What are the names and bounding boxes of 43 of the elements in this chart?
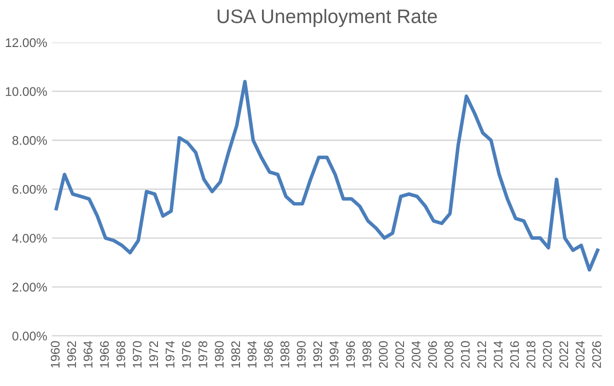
x-tick-label: 1968	[116, 341, 126, 368]
x-tick-label: 2012	[477, 341, 486, 368]
y-tick-label: 8.00%	[12, 136, 47, 145]
x-tick-label: 1966	[100, 341, 109, 368]
x-tick-label: 2016	[510, 341, 519, 368]
y-tick-label: 0.00%	[12, 332, 47, 340]
x-tick-label: 1984	[248, 341, 256, 368]
x-tick-label: 1972	[149, 341, 158, 368]
x-tick-label: 2008	[444, 341, 454, 368]
y-tick-label: 6.00%	[12, 184, 47, 194]
x-tick-label: 2014	[494, 341, 503, 368]
y-tick-label: 12.00%	[6, 38, 47, 48]
x-tick-label: 1980	[214, 341, 224, 368]
y-tick-label: 2.00%	[12, 282, 47, 292]
x-tick-label: 1970	[132, 341, 142, 368]
x-tick-label: 2006	[428, 341, 437, 368]
chart-title: USA Unemployment Rate	[218, 8, 437, 28]
x-tick-label: 1992	[313, 341, 322, 368]
x-tick-label: 1982	[231, 341, 240, 368]
x-tick-label: 1960	[50, 341, 60, 368]
x-tick-label: 2004	[412, 341, 421, 368]
line-series	[54, 80, 600, 272]
x-tick-label: 2000	[378, 341, 388, 368]
y-tick-label: 4.00%	[12, 234, 47, 243]
x-tick-label: 2022	[559, 341, 568, 368]
x-tick-label: 1998	[362, 341, 372, 368]
x-tick-label: 1986	[264, 341, 273, 368]
x-tick-label: 2002	[395, 341, 404, 368]
y-tick-label: 10.00%	[6, 87, 47, 96]
x-tick-label: 2018	[526, 341, 536, 368]
x-tick-label: 1962	[67, 341, 76, 368]
x-tick-label: 1974	[166, 341, 174, 368]
x-tick-label: 1996	[346, 341, 355, 368]
x-tick-label: 2026	[592, 341, 601, 368]
x-tick-label: 1978	[198, 341, 208, 368]
x-tick-label: 2010	[460, 341, 470, 368]
x-tick-label: 1988	[280, 341, 290, 368]
x-tick-label: 1994	[330, 341, 339, 368]
x-tick-label: 2024	[576, 341, 585, 368]
x-tick-label: 1964	[84, 341, 92, 368]
x-tick-label: 1976	[182, 341, 191, 368]
x-tick-label: 1990	[296, 341, 306, 368]
x-tick-label: 2020	[542, 341, 552, 368]
